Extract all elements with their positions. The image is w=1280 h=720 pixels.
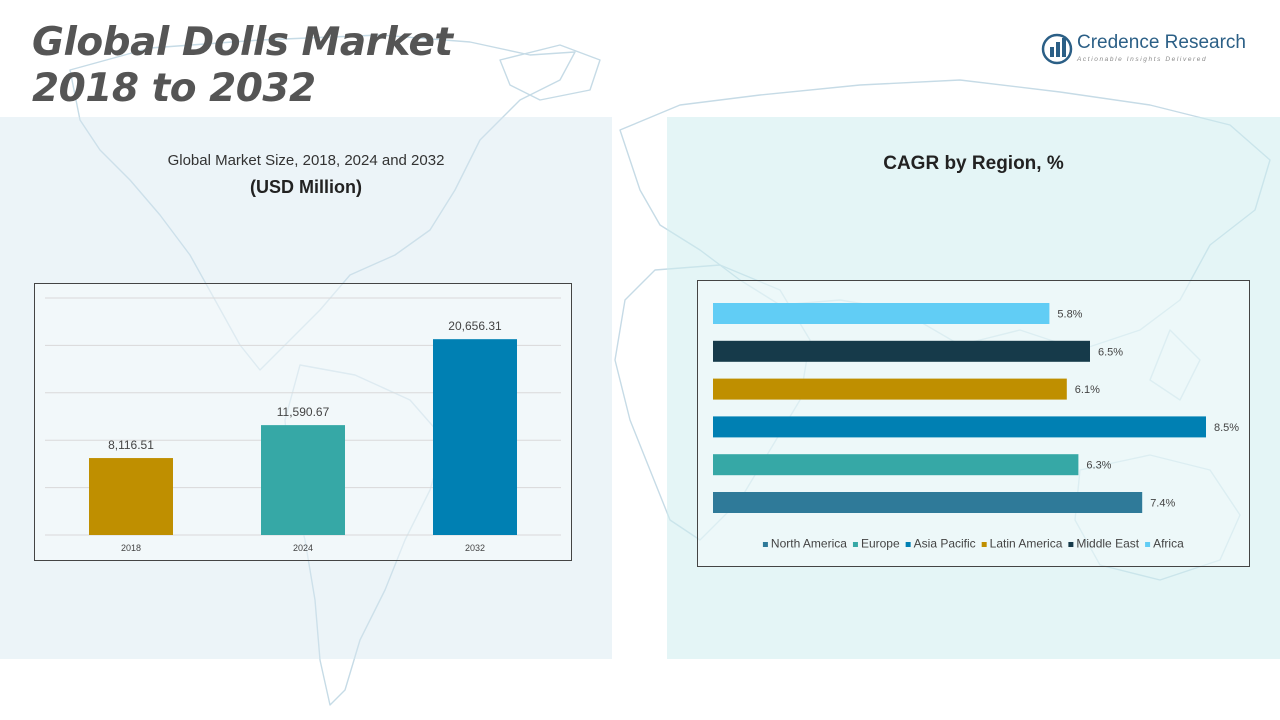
logo-tagline: Actionable Insights Delivered — [1077, 56, 1208, 63]
legend-item: Europe — [861, 537, 900, 551]
cagr-chart: 5.8% 6.5% 6.1% 8.5% 6.3% 7.4% North America Eur… — [697, 280, 1250, 567]
bar-2024 — [261, 425, 345, 535]
bar-2018 — [89, 458, 173, 535]
bar-europe — [713, 454, 1079, 476]
bar-chart-logo-icon — [1041, 33, 1073, 65]
legend-swatch — [981, 542, 987, 547]
market-size-chart: 8,116.51 2018 11,590.67 2024 20,656.31 2032 — [34, 283, 572, 561]
bar-africa — [713, 303, 1050, 324]
credence-research-logo: Credence Research Actionable Insights De… — [1041, 32, 1261, 72]
bar-middle-east — [713, 340, 1090, 362]
data-label: 7.4% — [1150, 498, 1175, 510]
title-line-1: Global Dolls Market — [32, 20, 453, 65]
legend-swatch — [905, 542, 911, 547]
x-tick-label: 2032 — [465, 543, 485, 553]
data-label: 11,590.67 — [277, 405, 330, 419]
page-title: Global Dolls Market 2018 to 2032 — [32, 20, 453, 112]
market-size-bar-chart: 8,116.51 2018 11,590.67 2024 20,656.31 2032 — [45, 297, 561, 553]
legend-swatch — [1068, 542, 1074, 547]
bar-asia-pacific — [713, 416, 1206, 438]
cagr-chart-title: CAGR by Region, % — [883, 153, 1064, 174]
legend: North America Europe Asia Pacific Latin Ame… — [762, 537, 1184, 551]
legend-item: Middle East — [1076, 537, 1139, 551]
legend-item: North America — [771, 537, 847, 551]
data-label: 6.1% — [1075, 384, 1100, 396]
data-label: 20,656.31 — [448, 319, 502, 333]
data-label: 5.8% — [1057, 309, 1082, 321]
legend-item: Africa — [1153, 537, 1184, 551]
legend-item: Asia Pacific — [914, 537, 976, 551]
legend-swatch — [762, 542, 768, 547]
bar-2032 — [433, 339, 517, 535]
x-tick-label: 2018 — [121, 543, 141, 553]
market-size-subtitle: Global Market Size, 2018, 2024 and 2032 — [167, 152, 445, 169]
data-label: 8,116.51 — [108, 438, 154, 452]
x-tick-label: 2024 — [293, 543, 313, 553]
data-label: 8.5% — [1214, 422, 1239, 434]
logo-name: Credence Research — [1077, 32, 1246, 53]
data-label: 6.5% — [1098, 346, 1123, 358]
title-line-2: 2018 to 2032 — [32, 66, 316, 111]
cagr-horizontal-bar-chart: 5.8% 6.5% 6.1% 8.5% 6.3% 7.4% North America Eur… — [713, 303, 1239, 551]
bar-north-america — [713, 492, 1143, 513]
legend-swatch — [1145, 542, 1151, 547]
legend-item: Latin America — [990, 537, 1063, 551]
legend-swatch — [852, 542, 858, 547]
data-label: 6.3% — [1086, 460, 1111, 472]
market-size-unit: (USD Million) — [250, 177, 362, 197]
bar-latin-america — [713, 378, 1067, 400]
